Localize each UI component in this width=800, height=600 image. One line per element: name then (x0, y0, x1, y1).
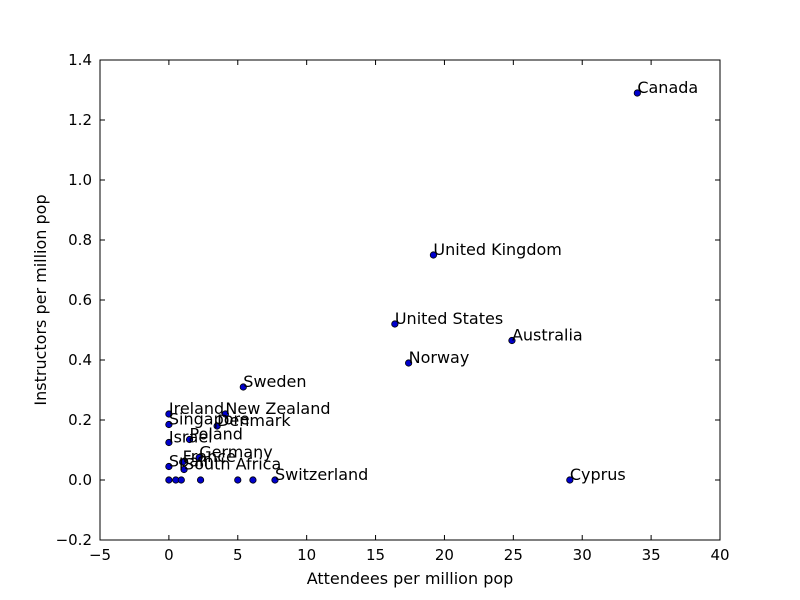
y-tick-label: 0.4 (68, 351, 92, 369)
data-label: Norway (409, 348, 470, 367)
data-label: Israel (169, 428, 213, 447)
x-tick-label: 35 (642, 546, 661, 564)
data-point (221, 410, 229, 418)
data-point (234, 476, 242, 484)
data-label: France (183, 447, 236, 466)
axis-ticks: −5 0 5 10 15 20 25 30 35 40 −0.2 0.0 0.2 0.4 0.6 0.8 1.0… (56, 51, 730, 564)
data-point (271, 476, 279, 484)
data-point (165, 420, 173, 429)
y-tick-label: 1.0 (68, 171, 92, 189)
data-label: Canada (637, 78, 698, 97)
x-axis-label: Attendees per million pop (307, 569, 514, 588)
x-tick-label: 20 (435, 546, 454, 564)
data-label: Cyprus (570, 465, 626, 484)
x-tick-label: 30 (573, 546, 592, 564)
y-tick-label: 0.0 (68, 471, 92, 489)
data-point (429, 251, 438, 259)
data-point (391, 320, 399, 328)
data-label: New Zealand (225, 399, 330, 418)
data-label: Ireland (169, 399, 224, 418)
y-axis-label: Instructors per million pop (31, 194, 50, 405)
data-label: Poland (190, 425, 243, 444)
data-point (249, 476, 257, 484)
data-labels: Canada United Kingdom United States Austral… (169, 78, 698, 484)
data-points (165, 89, 641, 484)
x-tick-label: 0 (164, 546, 174, 564)
data-point (239, 383, 247, 391)
x-tick-label: 40 (710, 546, 729, 564)
y-tick-label: 1.2 (68, 111, 92, 129)
data-point (177, 476, 185, 484)
data-label: United States (395, 309, 503, 328)
data-point (196, 476, 205, 484)
data-point (566, 476, 574, 484)
data-label: United Kingdom (433, 240, 561, 259)
data-point (165, 462, 173, 471)
y-tick-label: −0.2 (56, 531, 92, 549)
data-label: Denmark (217, 411, 291, 430)
data-point (195, 453, 203, 462)
plot-area (99, 59, 721, 541)
data-point (633, 89, 641, 97)
data-label: Singapore (169, 410, 250, 429)
data-point (405, 359, 413, 367)
data-point (180, 465, 188, 474)
data-label: Spain (169, 452, 214, 471)
y-tick-label: 1.4 (68, 51, 92, 69)
data-label: Germany (199, 443, 273, 462)
x-tick-label: 5 (233, 546, 243, 564)
x-tick-label: 25 (504, 546, 523, 564)
data-label: Sweden (243, 372, 306, 391)
data-label: South Africa (184, 455, 281, 474)
data-label: Switzerland (275, 465, 368, 484)
data-point (179, 458, 187, 466)
data-point (213, 422, 221, 430)
y-tick-label: 0.2 (68, 411, 92, 429)
x-tick-label: 10 (297, 546, 316, 564)
y-tick-label: 0.8 (68, 231, 92, 249)
data-point (165, 438, 173, 447)
x-tick-label: 15 (366, 546, 385, 564)
y-tick-label: 0.6 (68, 291, 92, 309)
data-point (508, 336, 516, 345)
data-point (165, 476, 173, 484)
data-point (185, 435, 194, 444)
data-label: Australia (512, 326, 583, 345)
data-point (165, 410, 173, 418)
x-tick-label: −5 (89, 546, 111, 564)
